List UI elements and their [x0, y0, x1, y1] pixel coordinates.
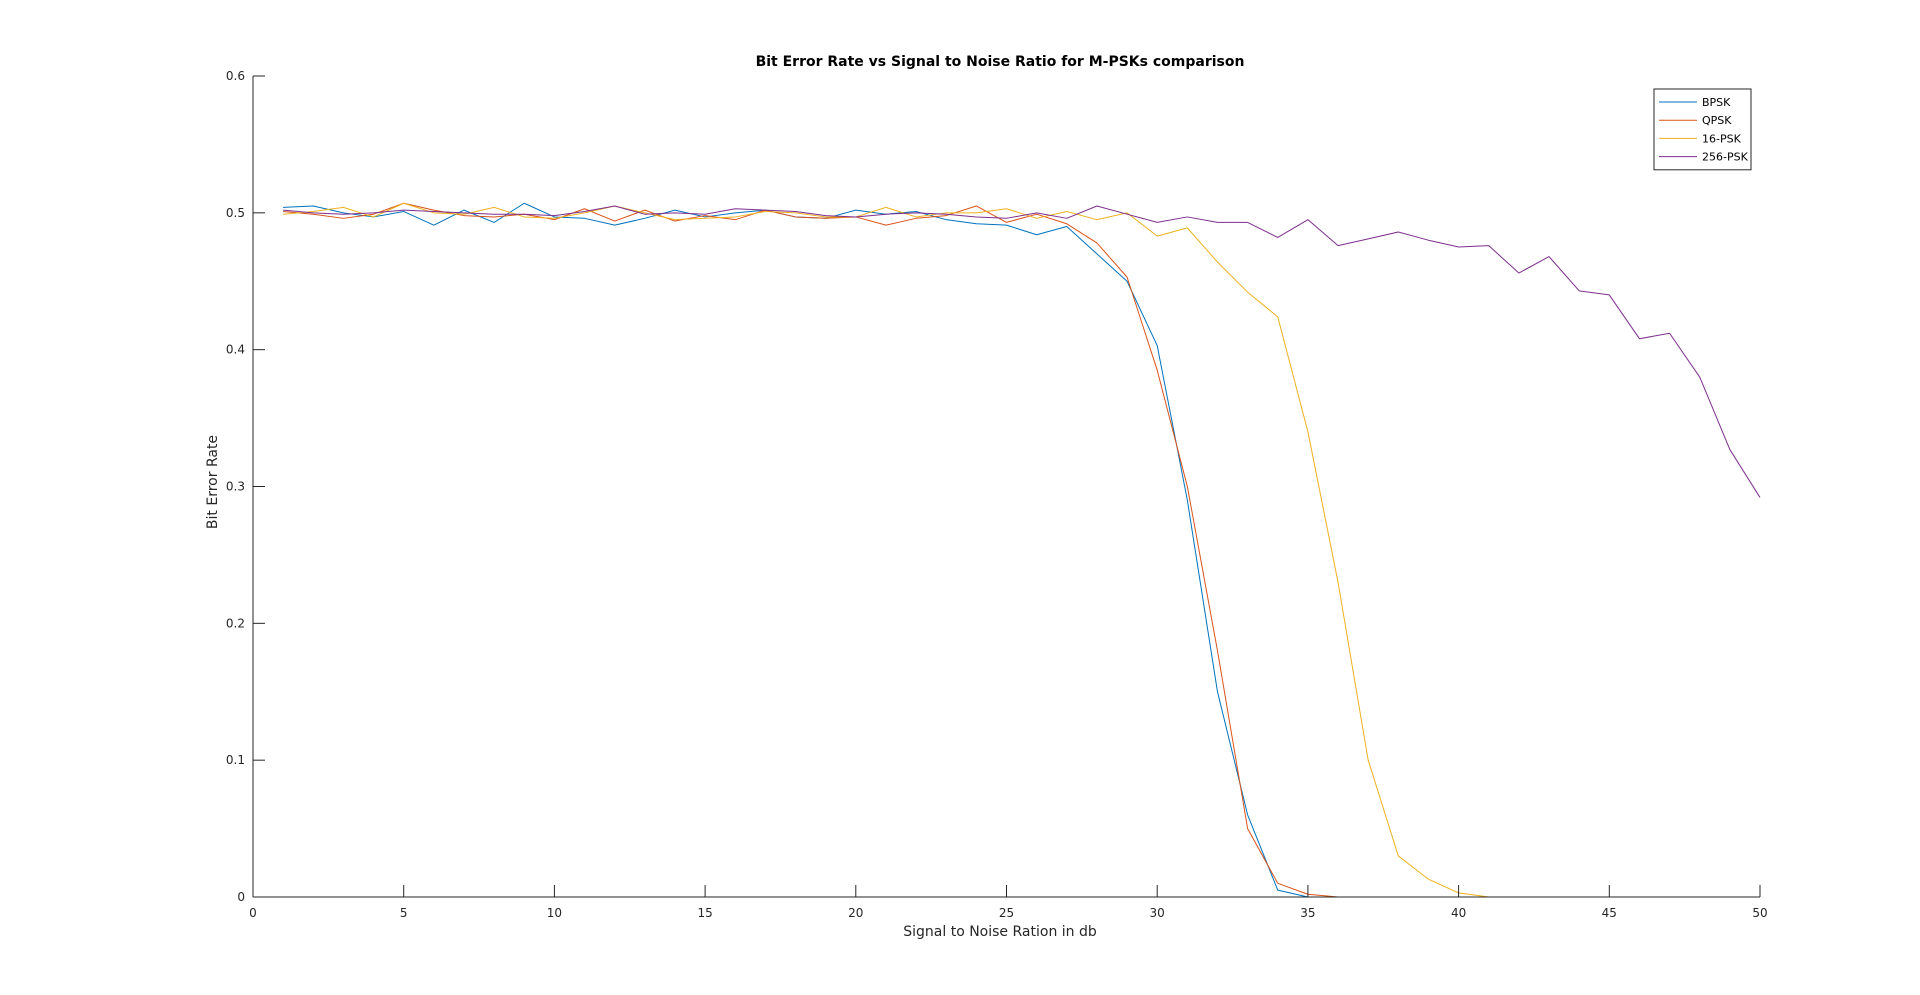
y-tick-label: 0.5: [226, 206, 245, 220]
series-line-256-psk: [283, 205, 1761, 498]
x-tick-label: 50: [1752, 906, 1767, 920]
x-axis-label: Signal to Noise Ration in db: [903, 924, 1097, 940]
x-tick-label: 15: [697, 906, 712, 920]
chart-title: Bit Error Rate vs Signal to Noise Ratio …: [756, 54, 1245, 70]
legend-label: 256-PSK: [1702, 151, 1749, 164]
y-tick-label: 0.2: [226, 616, 245, 630]
x-tick-label: 10: [547, 906, 562, 920]
legend-label: 16-PSK: [1702, 132, 1742, 145]
y-tick-label: 0: [237, 890, 245, 904]
x-tick-label: 25: [999, 906, 1014, 920]
y-tick-label: 0.6: [226, 69, 245, 83]
legend-label: BPSK: [1702, 96, 1731, 109]
y-axis-label: Bit Error Rate: [205, 435, 221, 529]
x-tick-label: 0: [249, 906, 257, 920]
y-tick-label: 0.4: [226, 343, 245, 357]
x-tick-label: 30: [1150, 906, 1165, 920]
legend-label: QPSK: [1702, 114, 1732, 127]
x-tick-label: 40: [1451, 906, 1466, 920]
x-tick-label: 35: [1300, 906, 1315, 920]
legend: BPSK QPSK 16-PSK 256-PSK: [1653, 88, 1752, 171]
x-tick-label: 45: [1602, 906, 1617, 920]
x-tick-label: 5: [400, 906, 408, 920]
axes: 0 5 10 15 20 25 30 35 40 45 50 0 0.1 0.2 0.3 0.4 0.5 0.6: [226, 69, 1768, 920]
y-tick-label: 0.1: [226, 753, 245, 767]
x-tick-label: 20: [848, 906, 863, 920]
y-tick-label: 0.3: [226, 480, 245, 494]
